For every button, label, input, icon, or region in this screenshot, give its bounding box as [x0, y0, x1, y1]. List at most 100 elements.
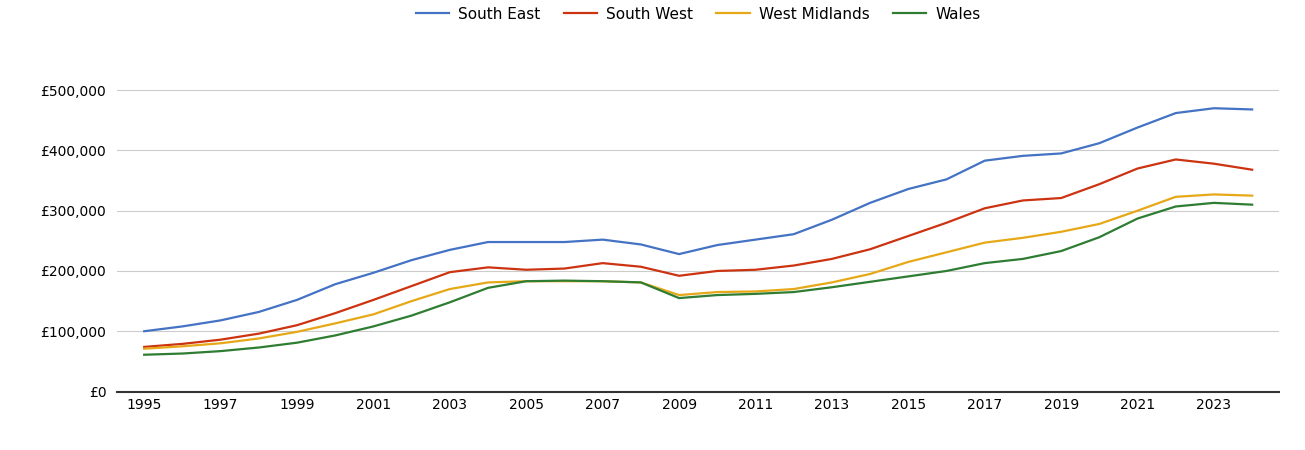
Wales	[1245, 202, 1261, 207]
South East	[900, 186, 916, 192]
West Midlands	[480, 280, 496, 285]
South West	[213, 337, 228, 342]
South East	[518, 239, 534, 245]
South East	[977, 158, 993, 163]
South East	[251, 309, 266, 315]
South East	[1206, 106, 1221, 111]
Wales	[1015, 256, 1031, 261]
South East	[1130, 125, 1146, 130]
Wales	[823, 284, 839, 290]
South West	[1015, 198, 1031, 203]
West Midlands	[1245, 193, 1261, 198]
West Midlands	[328, 321, 343, 326]
South West	[1206, 161, 1221, 166]
South East	[1091, 140, 1107, 146]
West Midlands	[365, 312, 381, 317]
South East	[328, 282, 343, 287]
South West	[1053, 195, 1069, 201]
South West	[136, 344, 151, 350]
West Midlands	[863, 271, 878, 277]
South East	[823, 217, 839, 222]
Wales	[595, 279, 611, 284]
West Midlands	[748, 289, 763, 294]
South West	[518, 267, 534, 272]
South East	[786, 231, 801, 237]
South West	[671, 273, 686, 279]
South East	[1168, 110, 1184, 116]
South East	[1015, 153, 1031, 158]
South West	[633, 264, 649, 270]
South East	[557, 239, 573, 245]
South East	[480, 239, 496, 245]
South East	[671, 252, 686, 257]
Wales	[977, 261, 993, 266]
Wales	[290, 340, 305, 346]
West Midlands	[442, 286, 458, 292]
Wales	[786, 289, 801, 295]
West Midlands	[403, 298, 419, 304]
Wales	[557, 278, 573, 284]
West Midlands	[136, 346, 151, 351]
South East	[710, 243, 726, 248]
Wales	[328, 333, 343, 338]
West Midlands	[1168, 194, 1184, 199]
West Midlands	[900, 259, 916, 265]
South East	[175, 324, 191, 329]
West Midlands	[1206, 192, 1221, 197]
Wales	[748, 291, 763, 297]
Wales	[480, 285, 496, 291]
West Midlands	[557, 279, 573, 284]
Wales	[175, 351, 191, 356]
Wales	[1130, 216, 1146, 221]
West Midlands	[290, 329, 305, 334]
South West	[900, 233, 916, 238]
West Midlands	[595, 279, 611, 284]
Wales	[1053, 248, 1069, 254]
West Midlands	[1053, 229, 1069, 234]
Line: South East: South East	[144, 108, 1253, 331]
Wales	[863, 279, 878, 284]
West Midlands	[518, 279, 534, 284]
Wales	[518, 279, 534, 284]
Wales	[938, 268, 954, 274]
South West	[748, 267, 763, 272]
South West	[1245, 167, 1261, 172]
South West	[480, 265, 496, 270]
Line: Wales: Wales	[144, 203, 1253, 355]
South West	[442, 270, 458, 275]
Wales	[365, 324, 381, 329]
South West	[290, 323, 305, 328]
West Midlands	[671, 292, 686, 298]
South East	[595, 237, 611, 242]
Wales	[251, 345, 266, 350]
Wales	[442, 300, 458, 305]
South West	[1091, 181, 1107, 187]
Wales	[900, 274, 916, 279]
South West	[1130, 166, 1146, 171]
South West	[365, 297, 381, 302]
West Midlands	[251, 336, 266, 341]
South West	[977, 206, 993, 211]
Line: South West: South West	[144, 159, 1253, 347]
South West	[710, 268, 726, 274]
West Midlands	[1091, 221, 1107, 227]
South East	[213, 318, 228, 323]
South West	[938, 220, 954, 225]
West Midlands	[786, 286, 801, 292]
West Midlands	[938, 250, 954, 255]
West Midlands	[1130, 208, 1146, 213]
South West	[863, 247, 878, 252]
Wales	[1168, 204, 1184, 209]
South East	[365, 270, 381, 275]
South East	[442, 247, 458, 252]
Wales	[1091, 234, 1107, 240]
Wales	[633, 280, 649, 285]
West Midlands	[175, 344, 191, 349]
West Midlands	[823, 280, 839, 285]
South West	[251, 331, 266, 336]
South East	[136, 328, 151, 334]
South West	[823, 256, 839, 261]
South East	[863, 200, 878, 206]
South West	[1168, 157, 1184, 162]
South East	[403, 257, 419, 263]
